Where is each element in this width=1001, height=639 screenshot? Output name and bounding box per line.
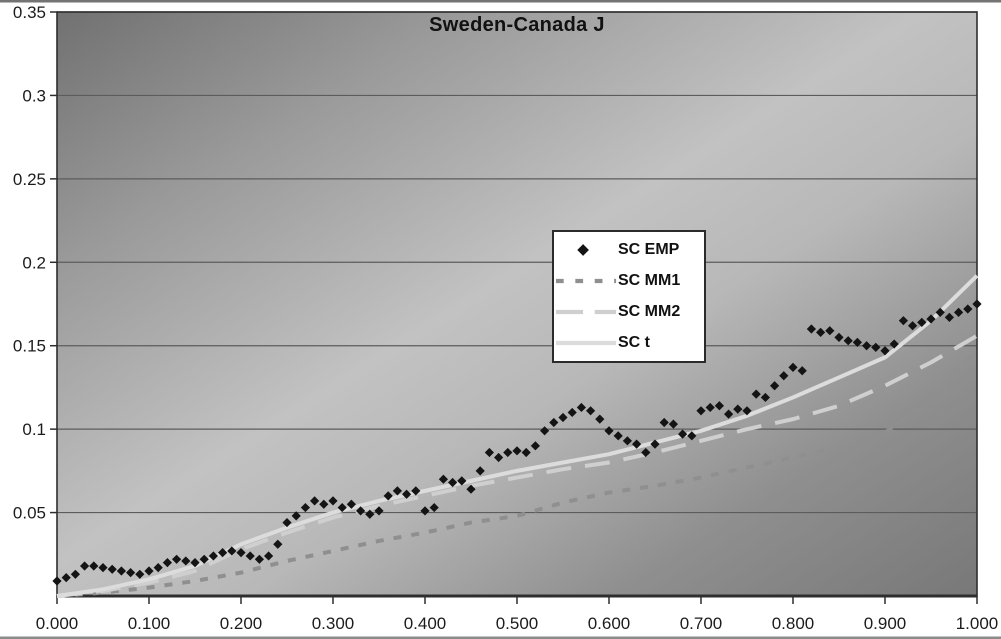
short-dash-line-icon <box>555 278 617 284</box>
legend-box: SC EMP SC MM1 SC MM2 SC t <box>552 230 706 363</box>
svg-text:0.05: 0.05 <box>13 504 46 523</box>
diamond-marker-icon <box>577 243 589 256</box>
legend-item-sc-mm1: SC MM1 <box>554 266 704 296</box>
svg-text:0.15: 0.15 <box>13 337 46 356</box>
chart-title: Sweden-Canada J <box>429 14 605 36</box>
svg-text:0.900: 0.900 <box>864 614 907 633</box>
svg-text:0.500: 0.500 <box>496 614 539 633</box>
svg-text:0.400: 0.400 <box>404 614 447 633</box>
solid-line-icon <box>555 341 617 346</box>
svg-text:0.2: 0.2 <box>22 253 46 272</box>
svg-text:0.1: 0.1 <box>22 420 46 439</box>
svg-text:0.3: 0.3 <box>22 86 46 105</box>
legend-item-sc-emp: SC EMP <box>554 235 704 265</box>
svg-text:0.25: 0.25 <box>13 170 46 189</box>
svg-text:0.700: 0.700 <box>680 614 723 633</box>
legend-item-sc-t: SC t <box>554 328 704 358</box>
svg-text:1.000: 1.000 <box>956 614 999 633</box>
svg-text:0.100: 0.100 <box>128 614 171 633</box>
long-dash-line-icon <box>555 309 617 315</box>
legend-item-sc-mm2: SC MM2 <box>554 297 704 327</box>
legend-label: SC MM2 <box>618 303 681 321</box>
svg-text:0.800: 0.800 <box>772 614 815 633</box>
legend-label: SC t <box>618 334 650 352</box>
svg-text:0.000: 0.000 <box>36 614 79 633</box>
svg-text:0.300: 0.300 <box>312 614 355 633</box>
svg-text:0.200: 0.200 <box>220 614 263 633</box>
legend-label: SC EMP <box>618 240 680 258</box>
svg-text:0.35: 0.35 <box>13 3 46 22</box>
legend-label: SC MM1 <box>618 271 681 289</box>
svg-text:0.600: 0.600 <box>588 614 631 633</box>
